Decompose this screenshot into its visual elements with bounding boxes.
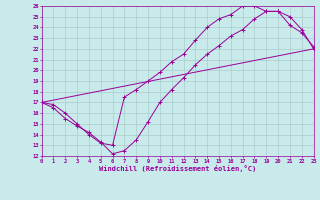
X-axis label: Windchill (Refroidissement éolien,°C): Windchill (Refroidissement éolien,°C) xyxy=(99,165,256,172)
